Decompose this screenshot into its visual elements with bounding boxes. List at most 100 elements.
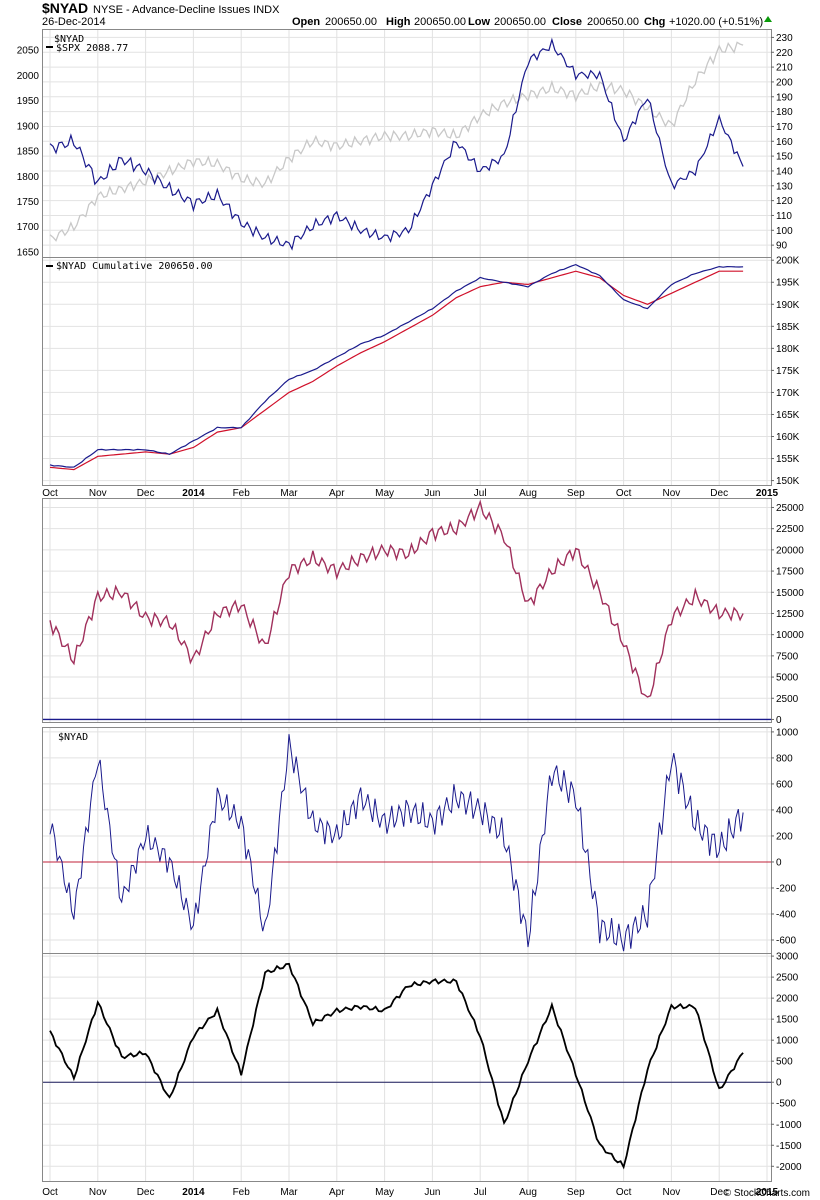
legend-cumulative: $NYAD Cumulative 200650.00 <box>56 261 213 272</box>
panel2-right-tick: 150K <box>776 476 800 487</box>
low-label: Low <box>468 16 490 28</box>
panel5-right-tick: -500 <box>776 1099 796 1110</box>
cumulative-moving-average-line <box>49 270 744 471</box>
panel5-x-tick: Mar <box>280 1187 298 1198</box>
panel3-right-tick: 5000 <box>776 673 799 684</box>
panel4-right-tick: 200 <box>776 831 793 842</box>
panel1-right-tick: 200 <box>776 77 793 88</box>
nyad-oscillator-line <box>49 734 744 952</box>
panel4-right-tick: -400 <box>776 909 796 920</box>
panel2-x-tick: Dec <box>710 488 728 499</box>
panel5-x-tick: 2014 <box>182 1187 205 1198</box>
panel3-right-tick: 15000 <box>776 588 804 599</box>
legend-nyad-oscillator: $NYAD <box>58 732 88 743</box>
symbol-title: $NYAD <box>42 0 88 16</box>
panel2-x-tick: Oct <box>616 488 632 499</box>
chart-header: $NYAD NYSE - Advance-Decline Issues INDX… <box>42 0 810 1199</box>
panel5-right-tick: 2000 <box>776 994 799 1005</box>
panel2-x-tick: Apr <box>329 488 345 499</box>
panel3-frame <box>42 498 772 723</box>
high-label: High <box>386 16 411 28</box>
panel2-x-tick: 2015 <box>756 488 779 499</box>
panel1-right-tick: 130 <box>776 181 793 192</box>
panel2-x-tick: Jul <box>474 488 487 499</box>
close-value: 200650.00 <box>587 16 639 28</box>
panel2-right-tick: 200K <box>776 256 800 267</box>
panel2-legend: $NYAD Cumulative 200650.00 <box>46 261 213 272</box>
panel1-right-tick: 180 <box>776 107 793 118</box>
panel2-x-tick: Aug <box>519 488 537 499</box>
panel5-x-tick: 2015 <box>756 1187 779 1198</box>
panel4-right-tick: 800 <box>776 753 793 764</box>
spx-line <box>49 41 744 242</box>
panel3-right-tick: 25000 <box>776 503 804 514</box>
panel5-right-tick: -1000 <box>776 1120 802 1131</box>
panel1-left-tick: 2050 <box>17 46 40 57</box>
panel3-right-tick: 7500 <box>776 651 799 662</box>
panel1-right-tick: 210 <box>776 63 793 74</box>
panel3-right-tick: 0 <box>776 715 782 726</box>
panel5-x-tick: Nov <box>663 1187 681 1198</box>
panel2-x-tick: Mar <box>280 488 298 499</box>
panel5-x-tick: Dec <box>710 1187 728 1198</box>
legend-spx: $SPX 2088.77 <box>56 43 128 54</box>
panel1-right-tick: 230 <box>776 33 793 44</box>
panel3-right-tick: 12500 <box>776 609 804 620</box>
panel5-x-tick: Jul <box>474 1187 487 1198</box>
panel1-right-tick: 170 <box>776 122 793 133</box>
close-label: Close <box>552 16 582 28</box>
panel5-x-tick: Jun <box>424 1187 440 1198</box>
panel3-right-tick: 17500 <box>776 567 804 578</box>
panel1-right-tick: 140 <box>776 166 793 177</box>
panel5-frame <box>42 953 772 1182</box>
panel4-frame <box>42 727 772 954</box>
panel3-right-tick: 22500 <box>776 524 804 535</box>
panel2-right-tick: 195K <box>776 278 800 289</box>
watermark: © StockCharts.com <box>724 1188 810 1199</box>
panel2-x-tick: Jun <box>424 488 440 499</box>
panel5-right-tick: -2000 <box>776 1162 802 1173</box>
panel1-right-tick: 190 <box>776 92 793 103</box>
panel5-x-tick: Oct <box>616 1187 632 1198</box>
panel1-legend: $NYAD $SPX 2088.77 <box>46 34 128 54</box>
cumulative-line <box>49 263 744 468</box>
chart-date: 26-Dec-2014 <box>42 16 106 28</box>
panel4-right-tick: -600 <box>776 935 796 946</box>
panel3-right-tick: 2500 <box>776 694 799 705</box>
panel2-x-tick: Nov <box>89 488 107 499</box>
panel1-right-tick: 220 <box>776 48 793 59</box>
panel1-left-tick: 1950 <box>17 96 40 107</box>
open-label: Open <box>292 16 320 28</box>
panel1-left-tick: 1650 <box>17 247 40 258</box>
panel4-right-tick: 400 <box>776 805 793 816</box>
panel2-x-tick: Oct <box>42 488 58 499</box>
panel2-right-tick: 165K <box>776 410 800 421</box>
panel1-right-tick: 160 <box>776 137 793 148</box>
panel2-right-tick: 190K <box>776 300 800 311</box>
panel1-right-tick: 120 <box>776 196 793 207</box>
panel2-right-tick: 185K <box>776 322 800 333</box>
panel1-left-tick: 1900 <box>17 121 40 132</box>
panel5-right-tick: 2500 <box>776 973 799 984</box>
panel2-x-tick: Sep <box>567 488 585 499</box>
panel5-x-tick: Aug <box>519 1187 537 1198</box>
panel1-left-tick: 2000 <box>17 71 40 82</box>
panel3-right-tick: 20000 <box>776 545 804 556</box>
panel5-right-tick: 1500 <box>776 1015 799 1026</box>
panel5-x-tick: May <box>375 1187 394 1198</box>
panel5-right-tick: -1500 <box>776 1141 802 1152</box>
chg-value: +1020.00 (+0.51%) <box>669 16 763 28</box>
panel5-right-tick: 500 <box>776 1057 793 1068</box>
panel3-right-tick: 10000 <box>776 630 804 641</box>
panel5-x-tick: Dec <box>137 1187 155 1198</box>
chg-label: Chg <box>644 16 665 28</box>
panel2-right-tick: 175K <box>776 366 800 377</box>
panel2-x-tick: May <box>375 488 394 499</box>
panel1-left-tick: 1750 <box>17 197 40 208</box>
grid-layer <box>43 30 771 1181</box>
panel2-right-tick: 155K <box>776 454 800 465</box>
high-value: 200650.00 <box>414 16 466 28</box>
panel5-x-tick: Oct <box>42 1187 58 1198</box>
